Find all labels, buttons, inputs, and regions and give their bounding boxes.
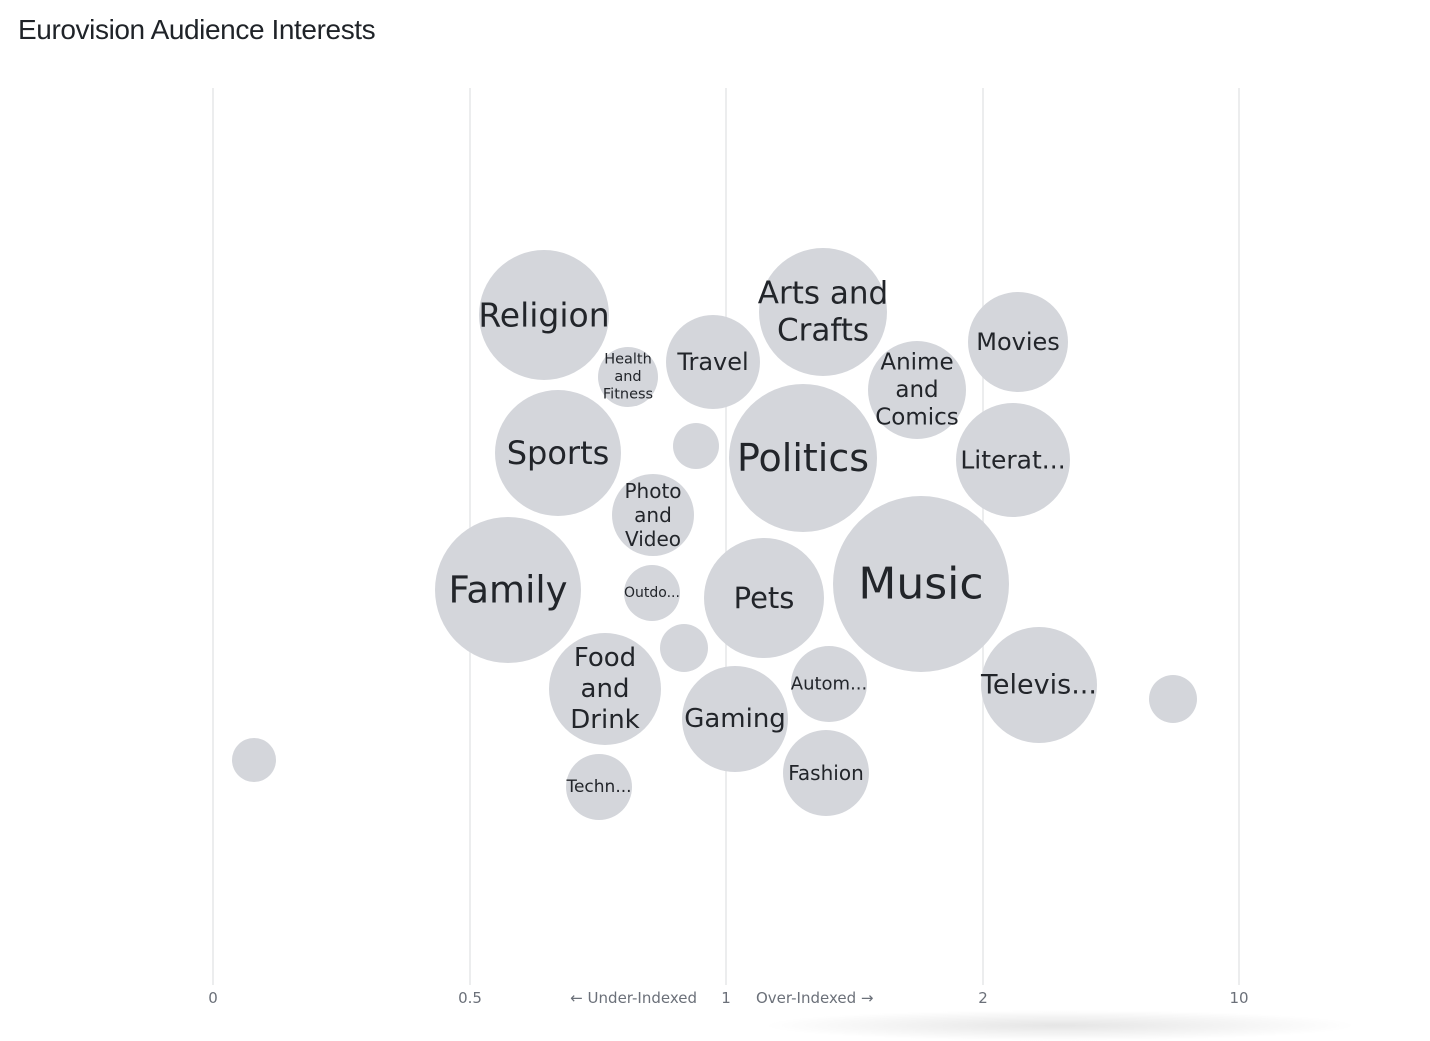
bubble-label: Politics — [737, 436, 869, 480]
bubble-label: Pets — [734, 581, 795, 615]
bubble-circle[interactable] — [1149, 675, 1197, 723]
chart-title: Eurovision Audience Interests — [18, 14, 376, 45]
bubble-label: and — [634, 503, 672, 527]
bubble-circle[interactable] — [660, 624, 708, 672]
bubble-label: Photo — [624, 479, 681, 503]
bubble[interactable]: Techn... — [565, 754, 632, 820]
bubble-circle[interactable] — [791, 646, 867, 722]
bubble[interactable]: Fashion — [783, 730, 869, 816]
bubble-circle[interactable] — [783, 730, 869, 816]
bubble[interactable] — [673, 423, 719, 469]
bubble-circle[interactable] — [435, 517, 581, 663]
x-tick-label: 1 — [721, 989, 731, 1007]
bubble-label: Arts and — [758, 275, 888, 311]
bubble-circle[interactable] — [704, 538, 824, 658]
bubble-circle[interactable] — [868, 341, 966, 439]
bubble-circle[interactable] — [549, 633, 661, 745]
bubble-label: Anime — [880, 349, 953, 375]
x-tick-label: 2 — [978, 989, 988, 1007]
bubble-label: Family — [448, 569, 567, 612]
bubble-circle[interactable] — [682, 666, 788, 772]
bubble[interactable]: Travel — [666, 315, 760, 409]
bubble[interactable]: Outdo... — [624, 565, 680, 621]
bubble[interactable]: Literat... — [956, 403, 1070, 517]
over-indexed-label: Over-Indexed → — [756, 989, 873, 1007]
bubble[interactable]: Religion — [478, 250, 610, 380]
bubble-label: Food — [574, 643, 636, 673]
bubble[interactable]: Movies — [968, 292, 1068, 392]
bubble[interactable]: Family — [435, 517, 581, 663]
bubble-label: Movies — [976, 328, 1060, 356]
bubble[interactable]: Music — [833, 496, 1009, 672]
x-axis: ← Under-Indexed Over-Indexed → 0 0.5 1 2 10 — [208, 989, 1248, 1007]
bubble-label: Outdo... — [624, 585, 680, 601]
bubble-label: Crafts — [777, 313, 869, 349]
bubble-circle[interactable] — [495, 390, 621, 516]
bubble[interactable] — [660, 624, 708, 672]
bubble-label: Fashion — [788, 761, 864, 785]
bubble-label: Televis... — [980, 670, 1097, 701]
bubble[interactable]: Televis... — [980, 627, 1097, 743]
x-tick-label: 0 — [208, 989, 218, 1007]
bubble-circle[interactable] — [968, 292, 1068, 392]
bubble-label: Drink — [570, 705, 639, 735]
bubble-label: and — [581, 674, 630, 704]
bubble[interactable]: Gaming — [682, 666, 788, 772]
bubble-circle[interactable] — [956, 403, 1070, 517]
bubble-label: Sports — [507, 434, 610, 472]
bubble-label: and — [895, 377, 938, 403]
bubble-label: Fitness — [603, 386, 653, 402]
bubble-label: Autom... — [791, 674, 868, 695]
bubble[interactable] — [1149, 675, 1197, 723]
bubble-label: and — [614, 369, 641, 385]
bubble-circle[interactable] — [673, 423, 719, 469]
bubble[interactable] — [232, 738, 276, 782]
bubble-label: Video — [625, 527, 681, 551]
bubble-circle[interactable] — [612, 474, 694, 556]
bubble-circle[interactable] — [833, 496, 1009, 672]
bubble-circle[interactable] — [232, 738, 276, 782]
bubble-label: Travel — [676, 348, 748, 376]
bubble-label: Comics — [875, 405, 959, 431]
bubble-label: Literat... — [960, 446, 1065, 475]
bubble-circle[interactable] — [981, 627, 1097, 743]
bubble-label: Techn... — [565, 777, 631, 797]
bubble-label: Music — [858, 559, 983, 610]
bubble[interactable]: Politics — [729, 384, 877, 532]
bubble-label: Gaming — [684, 704, 786, 734]
bubble-circle[interactable] — [566, 754, 632, 820]
bubble-circle[interactable] — [666, 315, 760, 409]
x-tick-label: 0.5 — [458, 989, 482, 1007]
bubble-label: Religion — [478, 296, 609, 335]
x-tick-label: 10 — [1229, 989, 1248, 1007]
under-indexed-label: ← Under-Indexed — [570, 989, 697, 1007]
bubble-circle[interactable] — [479, 250, 609, 380]
bubble-label: Health — [604, 352, 652, 368]
bubble-circle[interactable] — [759, 248, 887, 376]
bubble-circle[interactable] — [624, 565, 680, 621]
bubble-circle[interactable] — [729, 384, 877, 532]
bubble-circle[interactable] — [598, 347, 658, 407]
grid-lines — [212, 88, 1240, 985]
bubble[interactable]: Pets — [704, 538, 824, 658]
bubble[interactable]: Autom... — [791, 646, 868, 722]
bubble[interactable]: Sports — [495, 390, 621, 516]
